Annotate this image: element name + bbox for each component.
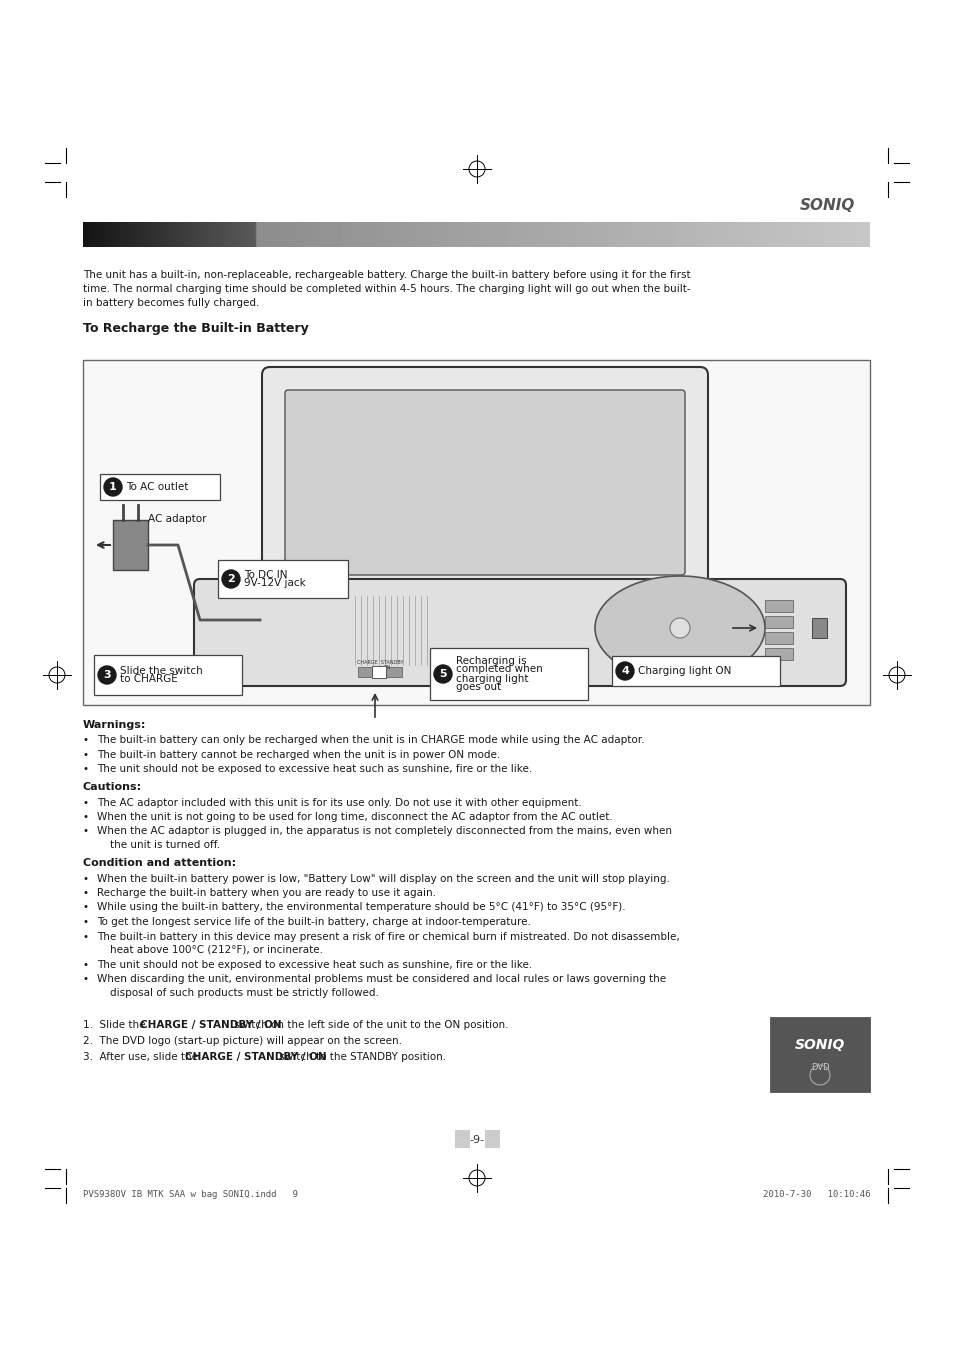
Text: 3.  After use, slide the: 3. After use, slide the xyxy=(83,1052,201,1062)
Circle shape xyxy=(98,666,116,684)
Text: 1: 1 xyxy=(109,482,117,492)
Bar xyxy=(764,616,792,628)
Bar xyxy=(112,520,148,570)
Text: 2.  The DVD logo (start-up picture) will appear on the screen.: 2. The DVD logo (start-up picture) will … xyxy=(83,1036,401,1046)
Text: switch to the STANDBY position.: switch to the STANDBY position. xyxy=(275,1052,445,1062)
Text: The unit should not be exposed to excessive heat such as sunshine, fire or the l: The unit should not be exposed to excess… xyxy=(97,765,532,774)
Text: Recharge the built-in battery when you are ready to use it again.: Recharge the built-in battery when you a… xyxy=(97,888,436,898)
Text: 3: 3 xyxy=(103,670,111,680)
Text: heat above 100°C (212°F), or incinerate.: heat above 100°C (212°F), or incinerate. xyxy=(97,944,323,955)
Text: 9V-12V jack: 9V-12V jack xyxy=(244,578,305,589)
Text: •: • xyxy=(83,888,89,898)
Text: To get the longest service life of the built-in battery, charge at indoor-temper: To get the longest service life of the b… xyxy=(97,917,530,927)
Text: The unit should not be exposed to excessive heat such as sunshine, fire or the l: The unit should not be exposed to excess… xyxy=(97,959,532,970)
Text: When discarding the unit, environmental problems must be considered and local ru: When discarding the unit, environmental … xyxy=(97,974,665,984)
Text: to CHARGE: to CHARGE xyxy=(120,674,177,685)
Text: •: • xyxy=(83,874,89,884)
Text: CHARGE / STANDBY / ON: CHARGE / STANDBY / ON xyxy=(185,1052,327,1062)
FancyBboxPatch shape xyxy=(430,648,587,700)
Text: 2: 2 xyxy=(227,574,234,584)
FancyBboxPatch shape xyxy=(612,657,780,686)
Text: The built-in battery can only be recharged when the unit is in CHARGE mode while: The built-in battery can only be recharg… xyxy=(97,735,644,744)
Text: Recharging is: Recharging is xyxy=(456,655,526,666)
Bar xyxy=(764,600,792,612)
Text: DVD: DVD xyxy=(810,1062,828,1071)
Bar xyxy=(769,1017,869,1092)
Text: PVS9380V IB MTK SAA w bag SONIQ.indd   9: PVS9380V IB MTK SAA w bag SONIQ.indd 9 xyxy=(83,1190,297,1198)
Text: ON: ON xyxy=(384,665,392,670)
Text: To AC outlet: To AC outlet xyxy=(126,482,188,492)
Text: The built-in battery in this device may present a risk of fire or chemical burn : The built-in battery in this device may … xyxy=(97,931,679,942)
Text: Condition and attention:: Condition and attention: xyxy=(83,858,236,869)
Text: When the AC adaptor is plugged in, the apparatus is not completely disconnected : When the AC adaptor is plugged in, the a… xyxy=(97,827,671,836)
Text: disposal of such products must be strictly followed.: disposal of such products must be strict… xyxy=(97,988,378,997)
Text: CHARGE  STANDBY: CHARGE STANDBY xyxy=(356,661,403,665)
Text: •: • xyxy=(83,827,89,836)
Text: •: • xyxy=(83,931,89,942)
Text: To Recharge the Built-in Battery: To Recharge the Built-in Battery xyxy=(83,322,309,335)
Text: •: • xyxy=(83,902,89,912)
Text: time. The normal charging time should be completed within 4-5 hours. The chargin: time. The normal charging time should be… xyxy=(83,284,690,295)
Text: •: • xyxy=(83,974,89,984)
Bar xyxy=(455,1129,470,1148)
Text: •: • xyxy=(83,765,89,774)
Text: 2010-7-30   10:10:46: 2010-7-30 10:10:46 xyxy=(762,1190,870,1198)
Text: the unit is turned off.: the unit is turned off. xyxy=(97,840,220,850)
FancyBboxPatch shape xyxy=(285,390,684,576)
Circle shape xyxy=(104,478,122,496)
Text: in battery becomes fully charged.: in battery becomes fully charged. xyxy=(83,299,259,308)
Text: Charging light ON: Charging light ON xyxy=(638,666,731,676)
Text: SONIQ: SONIQ xyxy=(794,1038,844,1052)
FancyBboxPatch shape xyxy=(218,561,348,598)
Bar xyxy=(357,667,401,677)
Text: Cautions:: Cautions: xyxy=(83,782,142,793)
Text: 1.  Slide the: 1. Slide the xyxy=(83,1020,149,1029)
Text: goes out: goes out xyxy=(456,682,500,693)
Circle shape xyxy=(434,665,452,684)
FancyBboxPatch shape xyxy=(83,359,869,705)
Text: SONIQ: SONIQ xyxy=(799,199,854,213)
FancyBboxPatch shape xyxy=(94,655,242,694)
Text: To DC IN: To DC IN xyxy=(244,570,287,580)
Text: •: • xyxy=(83,917,89,927)
Text: Slide the switch: Slide the switch xyxy=(120,666,203,676)
Text: The AC adaptor included with this unit is for its use only. Do not use it with o: The AC adaptor included with this unit i… xyxy=(97,797,581,808)
Text: Warnings:: Warnings: xyxy=(83,720,146,730)
Text: -9-: -9- xyxy=(469,1135,484,1146)
Bar xyxy=(764,632,792,644)
Bar xyxy=(764,648,792,661)
Text: •: • xyxy=(83,959,89,970)
Text: switch on the left side of the unit to the ON position.: switch on the left side of the unit to t… xyxy=(231,1020,508,1029)
FancyBboxPatch shape xyxy=(100,474,220,500)
Bar xyxy=(484,1129,499,1148)
Text: While using the built-in battery, the environmental temperature should be 5°C (4: While using the built-in battery, the en… xyxy=(97,902,625,912)
Text: When the built-in battery power is low, "Battery Low" will display on the screen: When the built-in battery power is low, … xyxy=(97,874,669,884)
Text: 5: 5 xyxy=(438,669,446,680)
Text: CHARGE / STANDBY / ON: CHARGE / STANDBY / ON xyxy=(140,1020,282,1029)
Text: •: • xyxy=(83,797,89,808)
Ellipse shape xyxy=(595,576,764,680)
Text: charging light: charging light xyxy=(456,674,528,684)
Circle shape xyxy=(616,662,634,680)
Text: The built-in battery cannot be recharged when the unit is in power ON mode.: The built-in battery cannot be recharged… xyxy=(97,750,499,759)
Circle shape xyxy=(222,570,240,588)
Text: The unit has a built-in, non-replaceable, rechargeable battery. Charge the built: The unit has a built-in, non-replaceable… xyxy=(83,270,690,280)
FancyBboxPatch shape xyxy=(193,580,845,686)
Text: •: • xyxy=(83,750,89,759)
Text: AC adaptor: AC adaptor xyxy=(148,513,206,524)
Bar xyxy=(811,617,826,638)
Text: •: • xyxy=(83,735,89,744)
FancyBboxPatch shape xyxy=(262,367,707,598)
Text: •: • xyxy=(83,812,89,821)
Text: completed when: completed when xyxy=(456,665,542,674)
Text: 4: 4 xyxy=(620,666,628,676)
Text: When the unit is not going to be used for long time, disconnect the AC adaptor f: When the unit is not going to be used fo… xyxy=(97,812,612,821)
Bar xyxy=(372,666,386,678)
Ellipse shape xyxy=(669,617,689,638)
